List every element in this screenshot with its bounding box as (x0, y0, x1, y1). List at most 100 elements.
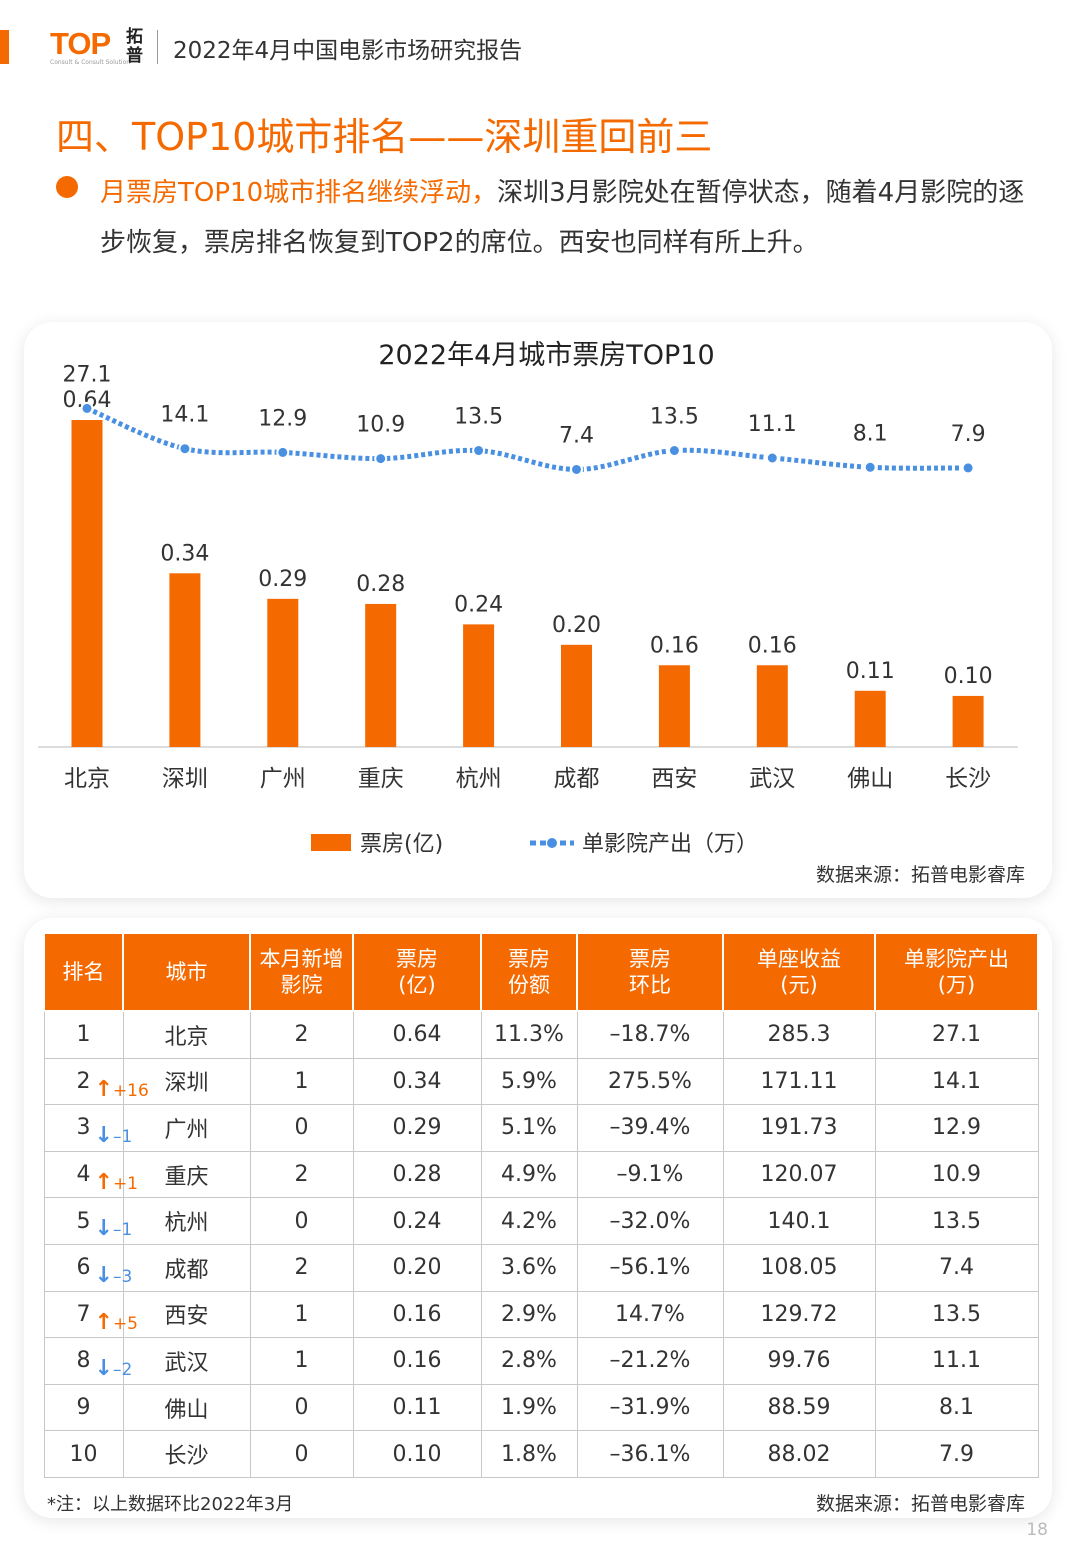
cell-mom: –18.7% (576, 1010, 724, 1059)
cell-box: 0.20 (352, 1243, 482, 1292)
table-row: 6 ↓–3 成都 2 0.20 3.6% –56.1% 108.05 7.4 (43, 1243, 1039, 1292)
rank-number: 1 (76, 1022, 91, 1048)
bar-8 (756, 665, 788, 747)
report-title: 2022年4月中国电影市场研究报告 (173, 38, 523, 64)
cell-mom: –31.9% (576, 1383, 724, 1432)
table-row: 5 ↓–1 杭州 0 0.24 4.2% –32.0% 140.1 13.5 (43, 1197, 1039, 1245)
cell-new: 1 (249, 1337, 354, 1385)
cell-output: 7.4 (874, 1243, 1039, 1292)
table-row: 4 ↑+1 重庆 2 0.28 4.9% –9.1% 120.07 10.9 (43, 1150, 1039, 1199)
header-text: 票房 (629, 947, 671, 971)
arrow-down-icon: ↓ (94, 1356, 113, 1382)
header-cell: 单座收益 (元) (722, 932, 876, 1012)
table-row: 10 长沙 0 0.10 1.8% –36.1% 88.02 7.9 (43, 1430, 1039, 1478)
line-point-7 (667, 444, 681, 458)
header-text: (万) (937, 973, 976, 997)
cell-box: 0.16 (352, 1337, 482, 1385)
table-row: 9 佛山 0 0.11 1.9% –31.9% 88.59 8.1 (43, 1383, 1039, 1432)
cell-output: 7.9 (874, 1430, 1039, 1478)
cell-seat: 171.11 (722, 1057, 876, 1106)
logo-text: TOP (50, 26, 111, 61)
cell-mom: –56.1% (576, 1243, 724, 1292)
cell-box: 0.24 (352, 1197, 482, 1245)
cell-city: 成都 (122, 1243, 251, 1292)
x-tick-label: 西安 (651, 766, 697, 792)
cell-seat: 108.05 (722, 1243, 876, 1292)
bar-label: 0.28 (356, 572, 405, 597)
cell-new: 2 (249, 1010, 354, 1059)
line-point-9 (863, 460, 877, 474)
rank-cell: 7 ↑+5 (43, 1290, 138, 1339)
cell-city: 杭州 (122, 1197, 251, 1245)
cell-share: 5.1% (480, 1104, 578, 1152)
rank-cell: 2 ↑+16 (43, 1057, 149, 1106)
bar-9 (854, 690, 886, 747)
bar-6 (561, 644, 592, 747)
cell-city: 长沙 (122, 1430, 251, 1478)
box-office-chart: 0.64北京0.34深圳0.29广州0.28重庆0.24杭州0.20成都0.16… (38, 362, 1018, 857)
arrow-down-icon: ↓ (94, 1216, 113, 1242)
rank-cell: 9 (43, 1383, 124, 1432)
arrow-down-icon: ↓ (94, 1262, 113, 1288)
bar-label: 0.10 (944, 664, 993, 689)
header-text: 份额 (508, 973, 550, 997)
logo-subtitle: Consult & Consult Solution (50, 59, 131, 66)
arrow-up-icon: ↑ (94, 1169, 113, 1195)
cell-city: 武汉 (122, 1337, 251, 1385)
cell-seat: 120.07 (722, 1150, 876, 1199)
cell-output: 13.5 (874, 1197, 1039, 1245)
header-text: 单座收益 (757, 947, 841, 971)
cell-output: 8.1 (874, 1383, 1039, 1432)
x-tick-label: 杭州 (456, 766, 502, 792)
arrow-up-icon: ↑ (94, 1076, 113, 1102)
header-text: 排名 (62, 960, 105, 984)
legend-line-label: 单影院产出（万） (582, 832, 758, 857)
top-logo: TOP Consult & Consult Solution 拓普 (50, 26, 148, 68)
summary-body: 深圳3月影院处在暂停状态，随着4月影院的逐步恢复，票房排名恢复到TOP2的席位。… (100, 178, 1025, 258)
arrow-down-icon: ↓ (94, 1123, 113, 1149)
table-row: 2 ↑+16 深圳 1 0.34 5.9% 275.5% 171.11 14.1 (43, 1057, 1039, 1106)
cell-share: 2.8% (480, 1337, 578, 1385)
output-line (86, 406, 969, 472)
cell-new: 0 (249, 1383, 354, 1432)
rank-number: 4 (76, 1162, 91, 1188)
line-point-3 (276, 445, 290, 459)
rank-cell: 6 ↓–3 (43, 1243, 132, 1292)
table-note: *注：以上数据环比2022年3月 (47, 1494, 294, 1515)
header-cell: 票房 (亿) (352, 932, 482, 1012)
table-row: 7 ↑+5 西安 1 0.16 2.9% 14.7% 129.72 13.5 (43, 1290, 1039, 1339)
line-point-5 (472, 444, 486, 458)
header-cell: 排名 (43, 932, 124, 1012)
header-text: 城市 (165, 960, 208, 984)
line-label: 13.5 (454, 405, 503, 430)
cell-box: 0.10 (352, 1430, 482, 1478)
rank-number: 5 (76, 1208, 91, 1234)
cell-box: 0.11 (352, 1383, 482, 1432)
cell-city: 深圳 (122, 1057, 251, 1106)
cell-city: 广州 (122, 1104, 251, 1152)
rank-number: 10 (69, 1441, 98, 1467)
line-label: 13.5 (650, 405, 699, 430)
cell-seat: 129.72 (722, 1290, 876, 1339)
bar-label: 0.16 (748, 633, 797, 658)
cell-share: 1.8% (480, 1430, 578, 1478)
summary-paragraph: 月票房TOP10城市排名继续浮动，深圳3月影院处在暂停状态，随着4月影院的逐步恢… (100, 168, 1030, 268)
x-tick-label: 武汉 (749, 766, 795, 792)
bar-label: 0.29 (258, 567, 307, 592)
cell-seat: 191.73 (722, 1104, 876, 1152)
table-body: 1 北京 2 0.64 11.3% –18.7% 285.3 27.1 2 ↑+16 深圳 1 0.34… (43, 1010, 1039, 1478)
rank-number: 9 (76, 1395, 91, 1421)
rank-cell: 4 ↑+1 (43, 1150, 138, 1199)
logo-chinese: 拓普 (126, 27, 143, 66)
line-label: 7.4 (559, 423, 594, 448)
bar-label: 0.11 (846, 659, 895, 684)
x-tick-label: 成都 (554, 766, 600, 792)
cell-seat: 99.76 (722, 1337, 876, 1385)
ranking-table: 排名 城市 本月新增 影院 票房 (亿) 票房 份额 票房 环比 单座收益 (元) 单影院产出 (万) 1… (43, 932, 1039, 1478)
line-label: 27.1 (63, 362, 112, 387)
legend-line-marker (547, 838, 557, 848)
cell-seat: 88.59 (722, 1383, 876, 1432)
rank-number: 7 (76, 1301, 91, 1327)
line-label: 8.1 (853, 421, 888, 446)
legend-bar-label: 票房(亿) (360, 832, 443, 857)
